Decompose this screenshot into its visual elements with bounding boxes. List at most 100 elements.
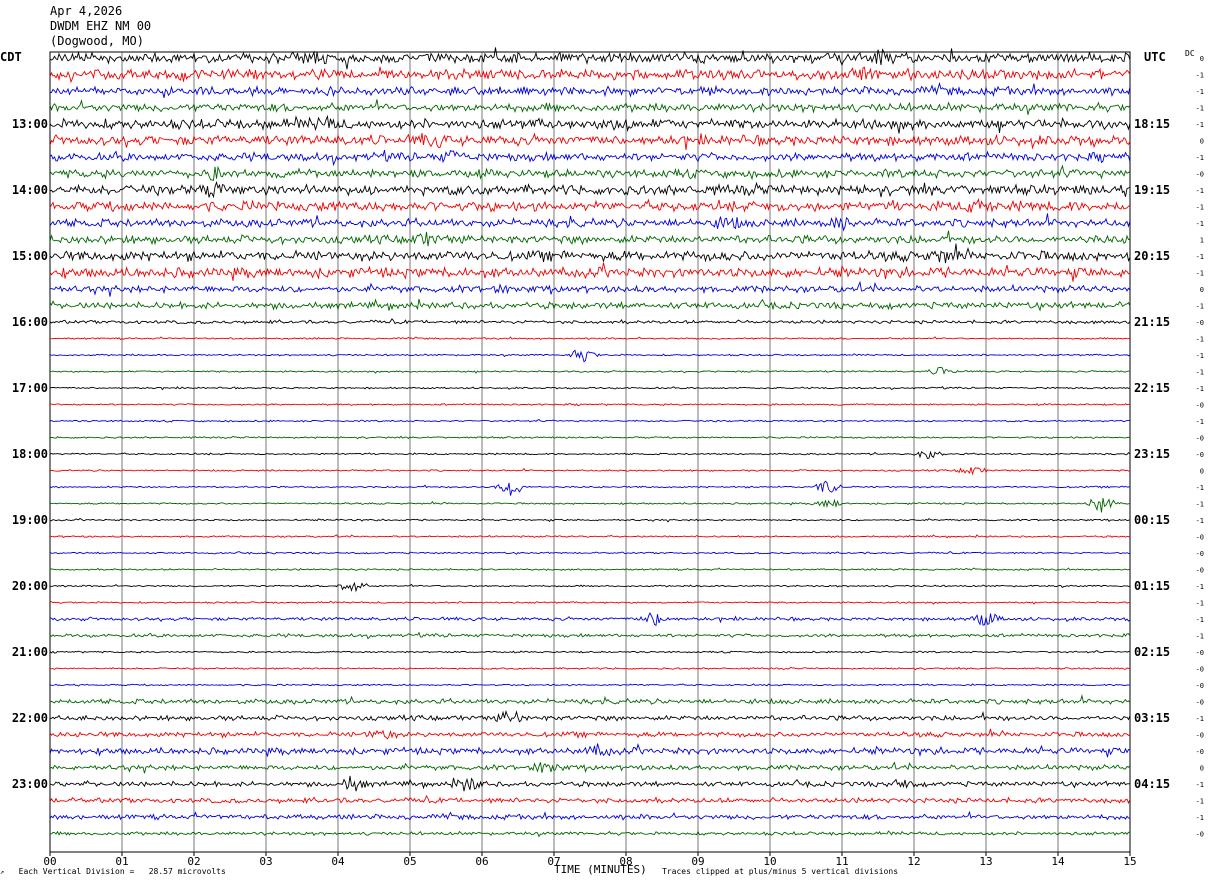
trace-row — [49, 830, 1131, 838]
vertical-division-note: ↗ Each Vertical Division = 28.57 microvo… — [0, 867, 226, 876]
left-hour-label: 22:00 — [12, 711, 48, 725]
trace-row — [49, 298, 1131, 312]
dc-offset-label: -1 — [1196, 781, 1204, 789]
x-tick-label: 13 — [979, 855, 992, 868]
right-hour-label: 20:15 — [1134, 249, 1170, 263]
right-hour-label: 19:15 — [1134, 183, 1170, 197]
trace-row — [49, 366, 1130, 375]
trace-row — [49, 318, 1131, 325]
vertical-division-prefix: Each Vertical Division = — [18, 867, 135, 876]
dc-offset-label: -1 — [1196, 517, 1204, 525]
time-axis-label: TIME (MINUTES) — [554, 863, 647, 876]
dc-offset-label: -1 — [1196, 715, 1204, 723]
trace-row — [49, 517, 1131, 523]
trace-row — [49, 66, 1131, 84]
trace-row — [49, 450, 1131, 460]
trace-row — [49, 694, 1131, 706]
left-hour-label: 19:00 — [12, 513, 48, 527]
dc-offset-label: -1 — [1196, 501, 1204, 509]
header-station: DWDM EHZ NM 00 — [50, 19, 152, 33]
trace-row — [49, 262, 1131, 282]
left-hour-label: 20:00 — [12, 579, 48, 593]
dc-offset-label: -1 — [1196, 303, 1204, 311]
dc-offset-label: 0 — [1200, 55, 1204, 63]
x-tick-label: 11 — [835, 855, 848, 868]
dc-offset-label: -1 — [1196, 385, 1204, 393]
right-timezone-label: UTC — [1144, 50, 1166, 64]
trace-row — [49, 243, 1131, 264]
dc-offset-label: -0 — [1196, 649, 1204, 657]
dc-header-label: DC — [1185, 49, 1195, 58]
trace-row — [49, 581, 1131, 593]
trace-row — [49, 567, 1131, 571]
trace-row — [49, 164, 1131, 181]
dc-offset-label: -0 — [1196, 682, 1204, 690]
left-hour-label: 16:00 — [12, 315, 48, 329]
x-tick-label: 07 — [547, 855, 560, 868]
dc-offset-label: -1 — [1196, 187, 1204, 195]
trace-row — [50, 534, 1131, 539]
vertical-division-value: 28.57 microvolts — [148, 867, 226, 876]
trace-row — [49, 418, 1131, 423]
dc-offset-label: -1 — [1196, 369, 1204, 377]
dc-offset-label: -1 — [1196, 352, 1204, 360]
dc-offset-label: 1 — [1200, 237, 1204, 245]
clip-note: Traces clipped at plus/minus 5 vertical … — [662, 867, 899, 876]
trace-row — [49, 47, 1131, 70]
dc-offset-label: -1 — [1196, 600, 1204, 608]
trace-row — [49, 775, 1131, 792]
dc-offset-label: -0 — [1196, 699, 1204, 707]
dc-offset-label: -0 — [1196, 550, 1204, 558]
trace-row — [49, 280, 1131, 297]
dc-offset-label: -0 — [1196, 831, 1204, 839]
dc-offset-label: -1 — [1196, 616, 1204, 624]
right-hour-label: 03:15 — [1134, 711, 1170, 725]
dc-offset-label: -0 — [1196, 435, 1204, 443]
dc-offset-label: -0 — [1196, 319, 1204, 327]
dc-offset-label: 0 — [1200, 286, 1204, 294]
trace-row — [49, 709, 1131, 723]
dc-offset-label: -1 — [1196, 88, 1204, 96]
x-tick-label: 04 — [331, 855, 345, 868]
x-tick-label: 00 — [43, 855, 56, 868]
trace-row — [49, 180, 1131, 199]
right-hour-label: 02:15 — [1134, 645, 1170, 659]
trace-row — [49, 794, 1131, 805]
trace-row — [49, 99, 1131, 115]
dc-offset-label: -1 — [1196, 121, 1204, 129]
left-hour-label: 18:00 — [12, 447, 48, 461]
trace-row — [50, 81, 1131, 99]
trace-row — [49, 497, 1131, 513]
trace-row — [49, 336, 1131, 340]
dc-offset-label: -1 — [1196, 633, 1204, 641]
trace-row — [49, 666, 1131, 671]
dc-offset-label: -0 — [1196, 567, 1204, 575]
plot-frame — [49, 51, 1131, 853]
dc-offset-label: -0 — [1196, 748, 1204, 756]
trace-row — [49, 197, 1131, 213]
right-hour-label: 01:15 — [1134, 579, 1170, 593]
trace-row — [49, 611, 1131, 627]
dc-offset-label: -0 — [1196, 402, 1204, 410]
left-hour-label: 21:00 — [12, 645, 48, 659]
left-hour-label: 13:00 — [12, 117, 48, 131]
header-location: (Dogwood, MO) — [50, 34, 144, 48]
x-tick-label: 03 — [259, 855, 272, 868]
dc-offset-label: -0 — [1196, 451, 1204, 459]
left-hour-label: 23:00 — [12, 777, 48, 791]
left-hour-label: 14:00 — [12, 183, 48, 197]
trace-row — [49, 550, 1131, 555]
trace-row — [49, 683, 1131, 687]
trace-row — [49, 631, 1131, 640]
trace-row — [49, 349, 1131, 363]
trace-row — [49, 467, 1131, 476]
right-hour-label: 21:15 — [1134, 315, 1170, 329]
x-tick-label: 10 — [763, 855, 776, 868]
x-tick-label: 09 — [691, 855, 704, 868]
dc-offset-label: -1 — [1196, 154, 1204, 162]
x-tick-label: 01 — [115, 855, 128, 868]
dc-offset-label: -1 — [1196, 253, 1204, 261]
dc-offset-label: 0 — [1200, 138, 1204, 146]
dc-offset-label: -1 — [1196, 105, 1204, 113]
